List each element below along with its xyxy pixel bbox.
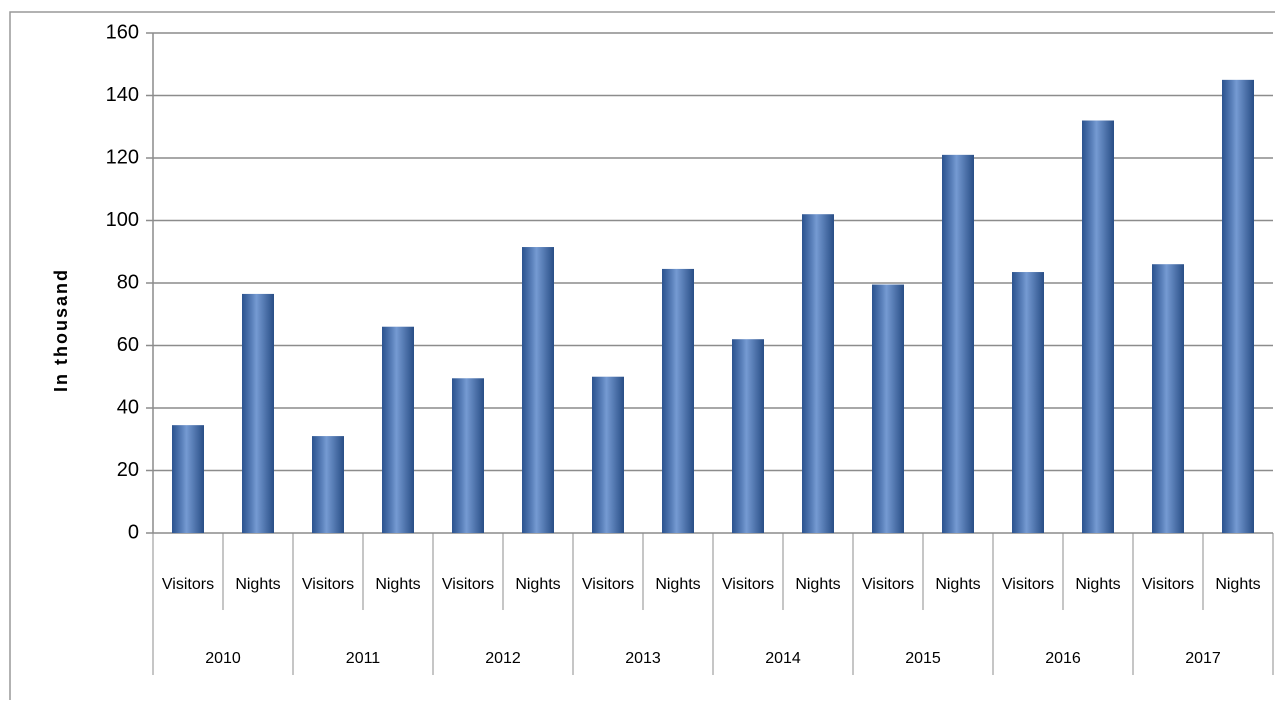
x-tick-label: Visitors [162,576,214,593]
bar-shine [522,247,554,533]
y-tick-label: 120 [106,146,139,168]
x-tick-label: Nights [935,576,980,593]
y-tick-label: 20 [117,459,139,481]
x-tick-label: Nights [795,576,840,593]
bar-shine [242,293,274,533]
group-label: 2015 [905,650,941,667]
bar-shine [382,326,414,533]
y-tick-label: 140 [106,84,139,106]
group-label: 2010 [205,650,241,667]
x-tick-label: Visitors [302,576,354,593]
x-tick-label: Nights [515,576,560,593]
group-label: 2012 [485,650,521,667]
bar-shine [802,214,834,533]
x-tick-label: Visitors [862,576,914,593]
bar-shine [732,339,764,533]
x-tick-label: Visitors [1142,576,1194,593]
bar-shine [452,378,484,533]
y-tick-label: 160 [106,21,139,43]
bar-shine [312,436,344,533]
x-tick-label: Visitors [582,576,634,593]
y-tick-label: 40 [117,396,139,418]
x-tick-label: Visitors [722,576,774,593]
chart-frame [9,11,1275,700]
bar-shine [1082,120,1114,533]
bar-shine [172,425,204,533]
x-tick-label: Nights [1215,576,1260,593]
x-tick-label: Nights [1075,576,1120,593]
bar-shine [1152,264,1184,533]
bar-shine [662,268,694,533]
bar-shine [592,376,624,533]
bar-shine [1012,272,1044,533]
y-tick-label: 60 [117,334,139,356]
group-label: 2013 [625,650,661,667]
y-tick-label: 100 [106,209,139,231]
y-tick-label: 80 [117,271,139,293]
y-tick-label: 0 [128,521,139,543]
x-tick-label: Nights [655,576,700,593]
group-label: 2017 [1185,650,1221,667]
x-tick-label: Nights [375,576,420,593]
y-axis-label: In thousand [51,268,71,392]
group-label: 2011 [346,650,381,667]
x-tick-label: Nights [235,576,280,593]
x-tick-label: Visitors [442,576,494,593]
bar-shine [1222,79,1254,533]
bar-shine [872,284,904,533]
x-tick-label: Visitors [1002,576,1054,593]
bar-shine [942,154,974,533]
group-label: 2016 [1045,650,1081,667]
group-label: 2014 [765,650,801,667]
